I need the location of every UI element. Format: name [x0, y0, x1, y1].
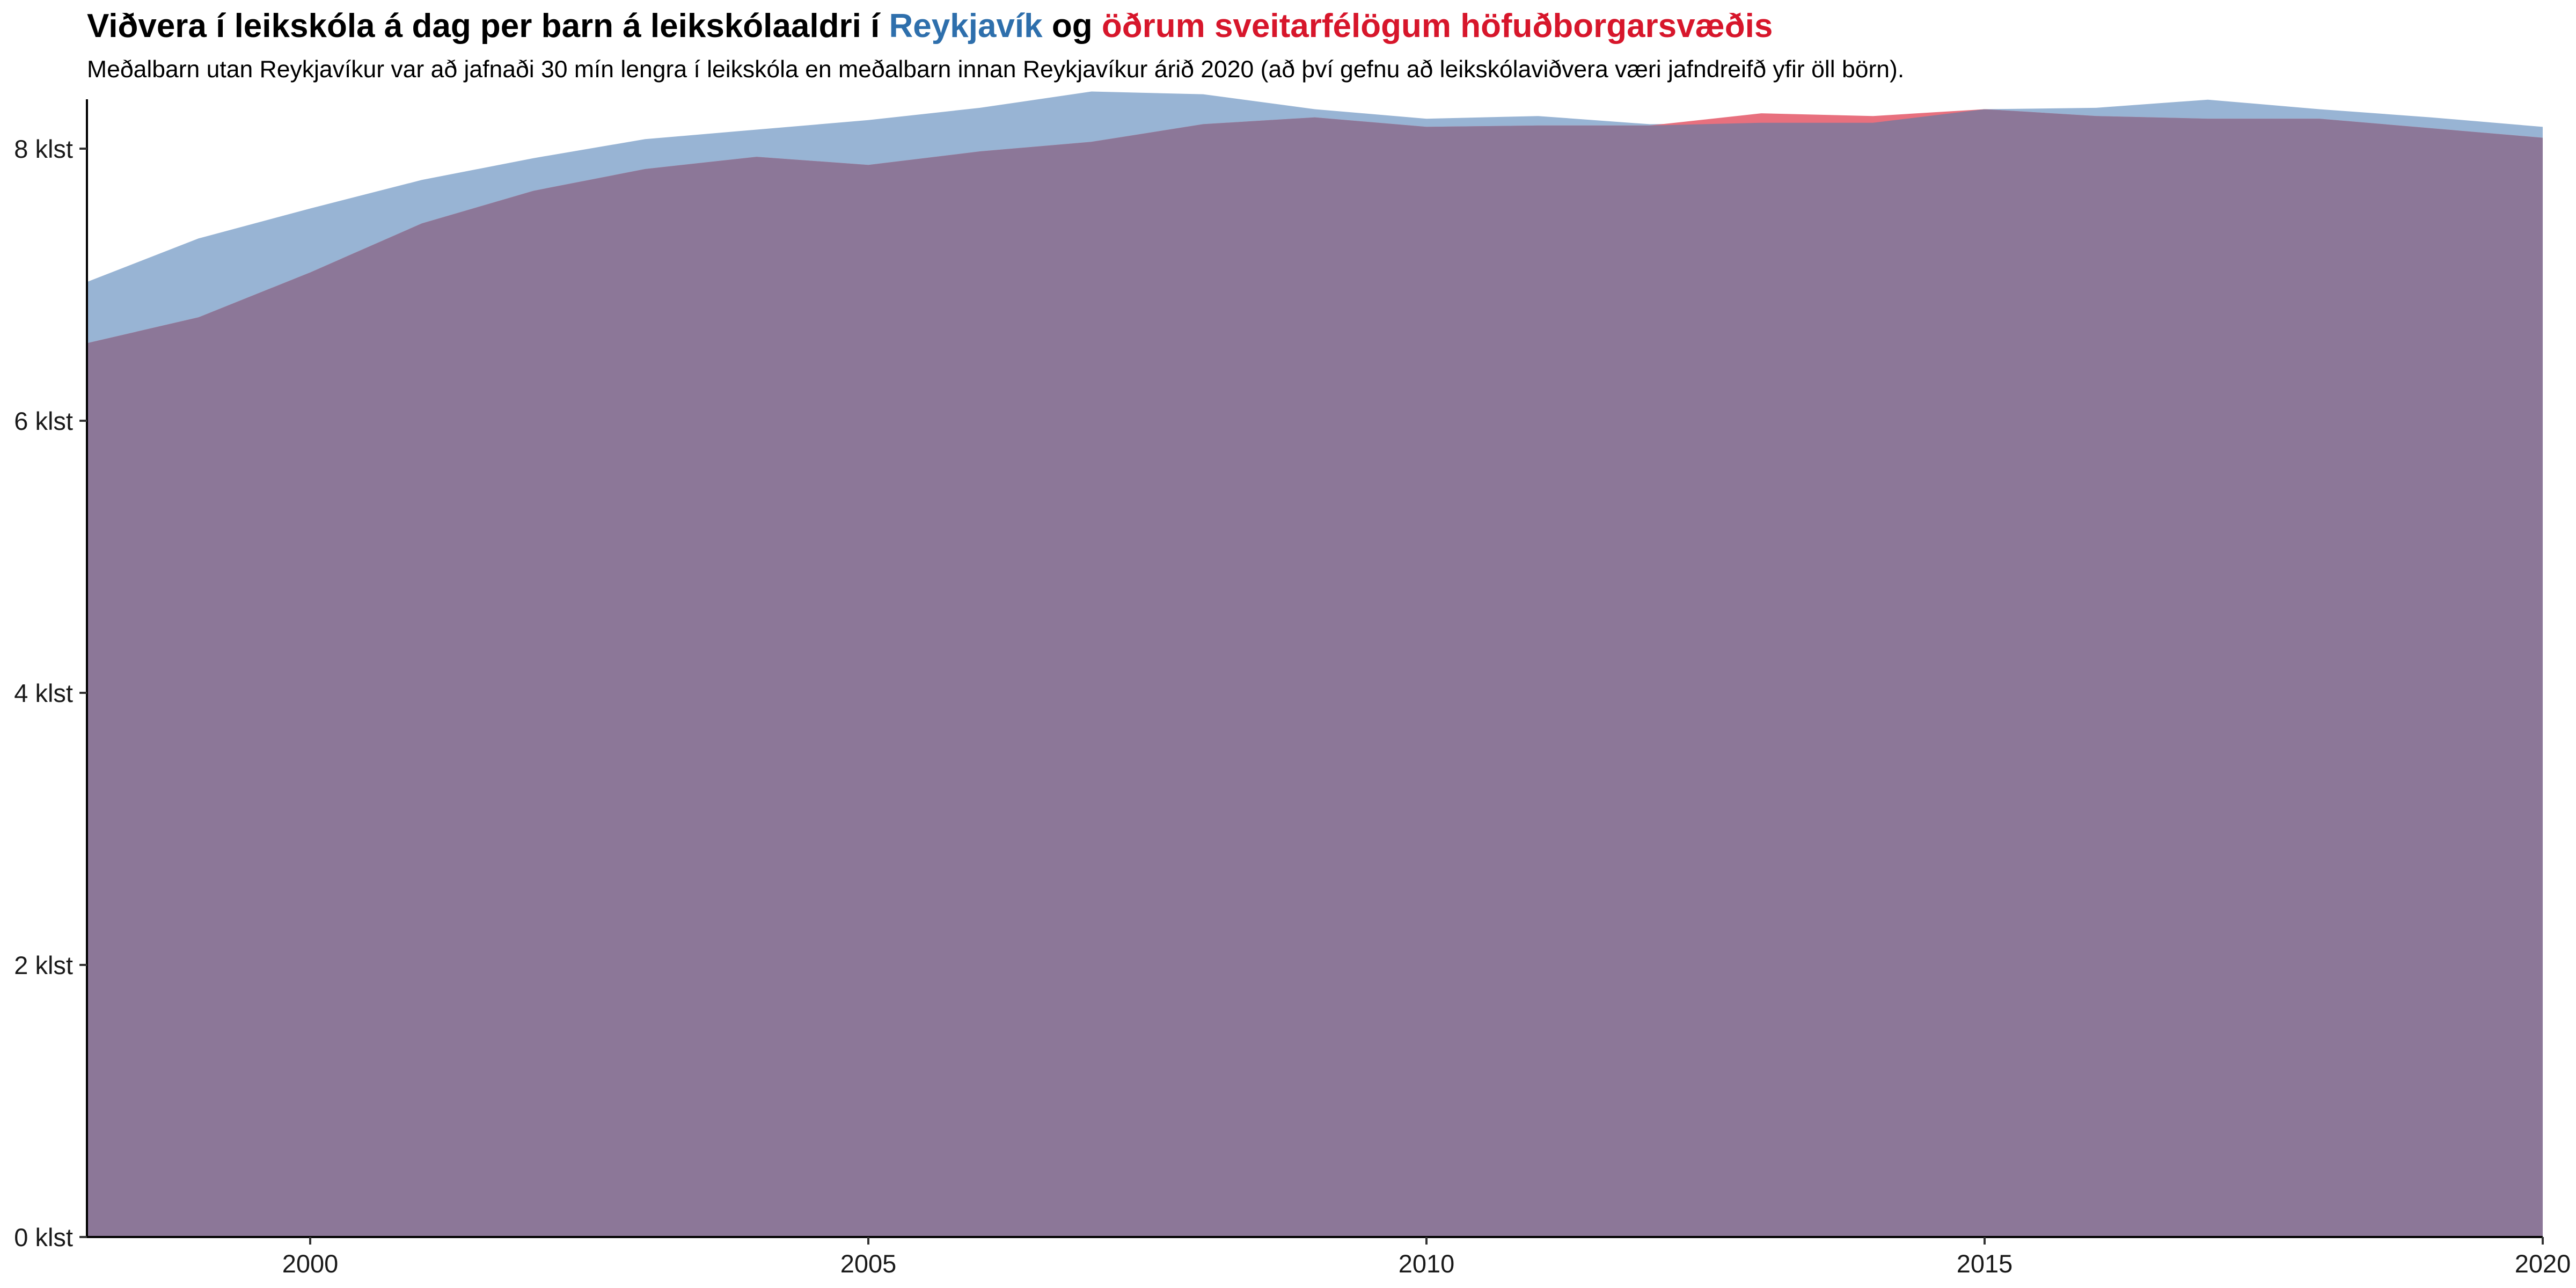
- x-tick-label: 2005: [840, 1249, 897, 1278]
- area-overlap: [87, 109, 2543, 1237]
- x-tick-label: 2020: [2515, 1249, 2571, 1278]
- y-tick-label: 6 klst: [14, 407, 73, 435]
- chart-title: Viðvera í leikskóla á dag per barn á lei…: [87, 4, 1773, 48]
- y-tick-label: 0 klst: [14, 1223, 73, 1252]
- y-tick-label: 2 klst: [14, 951, 73, 979]
- y-tick-label: 4 klst: [14, 679, 73, 707]
- title-prefix: Viðvera í leikskóla á dag per barn á lei…: [87, 8, 880, 45]
- title-series-other: öðrum sveitarfélögum höfuðborgarsvæðis: [1101, 8, 1773, 45]
- chart-subtitle: Meðalbarn utan Reykjavíkur var að jafnað…: [87, 56, 1905, 83]
- title-connector: og: [1051, 8, 1093, 45]
- x-tick-label: 2000: [282, 1249, 339, 1278]
- x-tick-label: 2010: [1399, 1249, 1455, 1278]
- y-tick-label: 8 klst: [14, 135, 73, 163]
- title-series-reykjavik: Reykjavík: [889, 8, 1043, 45]
- x-tick-label: 2015: [1957, 1249, 2013, 1278]
